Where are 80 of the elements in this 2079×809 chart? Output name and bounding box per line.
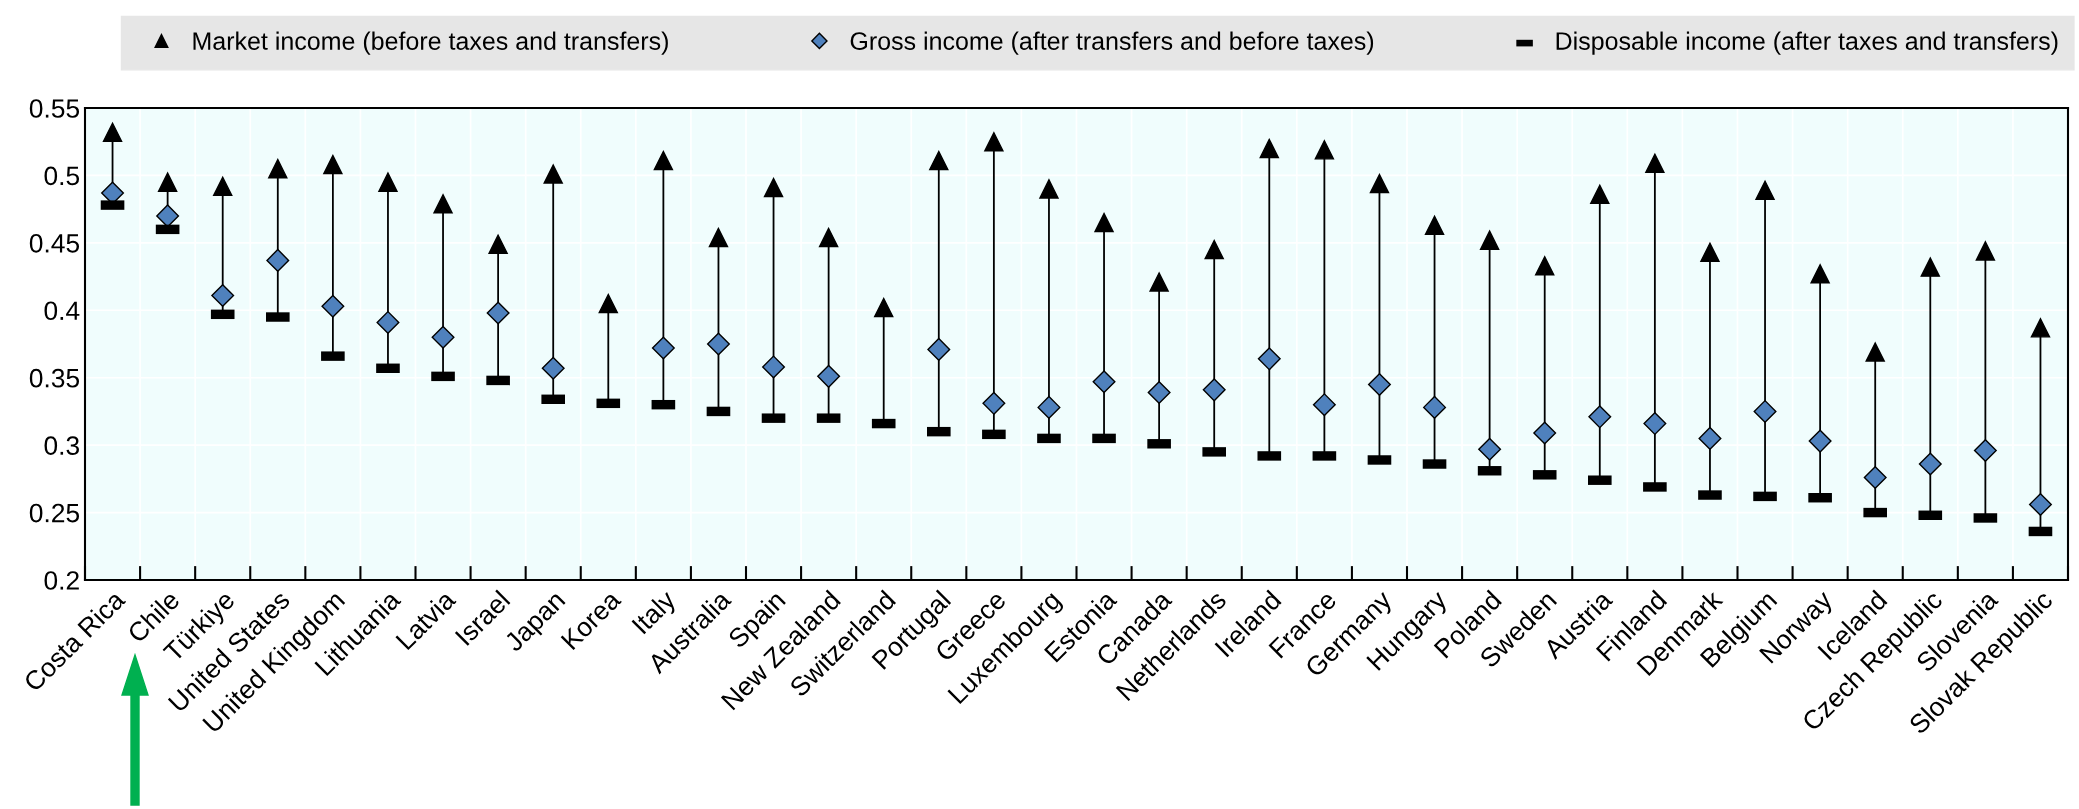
point xyxy=(378,172,398,192)
point xyxy=(157,172,178,192)
point xyxy=(1149,272,1169,292)
point xyxy=(431,325,455,349)
point xyxy=(1147,381,1171,405)
point xyxy=(211,283,235,307)
point xyxy=(2030,318,2051,338)
point xyxy=(818,227,839,248)
point xyxy=(984,131,1004,152)
point xyxy=(321,294,345,318)
point xyxy=(1312,393,1336,417)
point xyxy=(1590,184,1610,205)
point xyxy=(156,204,180,228)
point xyxy=(763,177,784,198)
y-tick-label: 0.35 xyxy=(29,368,80,388)
point xyxy=(266,248,290,272)
point xyxy=(433,194,453,214)
point xyxy=(1865,342,1885,362)
y-tick-label: 0.2 xyxy=(44,571,79,590)
y-tick-label: 0.45 xyxy=(29,233,80,253)
point xyxy=(1037,395,1061,419)
y-tick-label: 0.3 xyxy=(44,436,79,455)
point xyxy=(212,176,233,196)
point xyxy=(1918,452,1942,476)
point xyxy=(1700,242,1720,263)
y-tick-label: 0.4 xyxy=(44,301,80,321)
point xyxy=(873,297,894,318)
point xyxy=(1259,138,1280,159)
point xyxy=(927,337,951,361)
point xyxy=(1588,405,1612,429)
point xyxy=(268,158,288,179)
point xyxy=(762,355,786,379)
point xyxy=(102,122,123,142)
point xyxy=(488,234,508,254)
point xyxy=(541,356,565,380)
point xyxy=(543,164,563,184)
point xyxy=(1478,437,1502,461)
point xyxy=(1479,230,1500,250)
point xyxy=(1698,426,1722,450)
point xyxy=(376,310,400,334)
legend-label: Gross income (after transfers and before taxes) xyxy=(850,31,1374,55)
point xyxy=(1423,395,1447,419)
point xyxy=(1534,256,1555,276)
point xyxy=(651,336,675,360)
point xyxy=(653,150,674,171)
point xyxy=(1094,212,1114,233)
y-tick-label: 0.5 xyxy=(44,166,80,186)
point xyxy=(929,150,949,171)
point xyxy=(1204,239,1224,260)
point xyxy=(1367,372,1391,396)
point xyxy=(1369,173,1390,194)
point xyxy=(1257,347,1281,371)
point xyxy=(1973,439,1997,463)
point xyxy=(1202,378,1226,402)
point xyxy=(1920,257,1941,277)
point xyxy=(486,301,510,325)
point xyxy=(1039,179,1059,199)
y-tick-label: 0.55 xyxy=(29,99,80,118)
point xyxy=(1755,180,1775,200)
legend-label: Disposable income (after taxes and transfers) xyxy=(1556,31,2058,55)
point xyxy=(708,227,729,248)
y-tick-label: 0.25 xyxy=(29,503,80,523)
point xyxy=(817,364,841,388)
point xyxy=(1810,264,1830,284)
point xyxy=(1863,466,1887,490)
point xyxy=(1808,429,1832,453)
point xyxy=(2028,492,2052,516)
point xyxy=(1533,421,1557,445)
point xyxy=(982,391,1006,415)
legend-label: Market income (before taxes and transfers) xyxy=(193,31,668,55)
point xyxy=(1975,241,1996,261)
point xyxy=(1424,215,1445,236)
point xyxy=(1645,153,1665,174)
point xyxy=(598,293,619,314)
point xyxy=(323,154,343,175)
point xyxy=(706,332,730,356)
point xyxy=(1092,370,1116,394)
point xyxy=(1753,399,1777,423)
point xyxy=(1314,140,1335,160)
point xyxy=(1643,412,1667,436)
